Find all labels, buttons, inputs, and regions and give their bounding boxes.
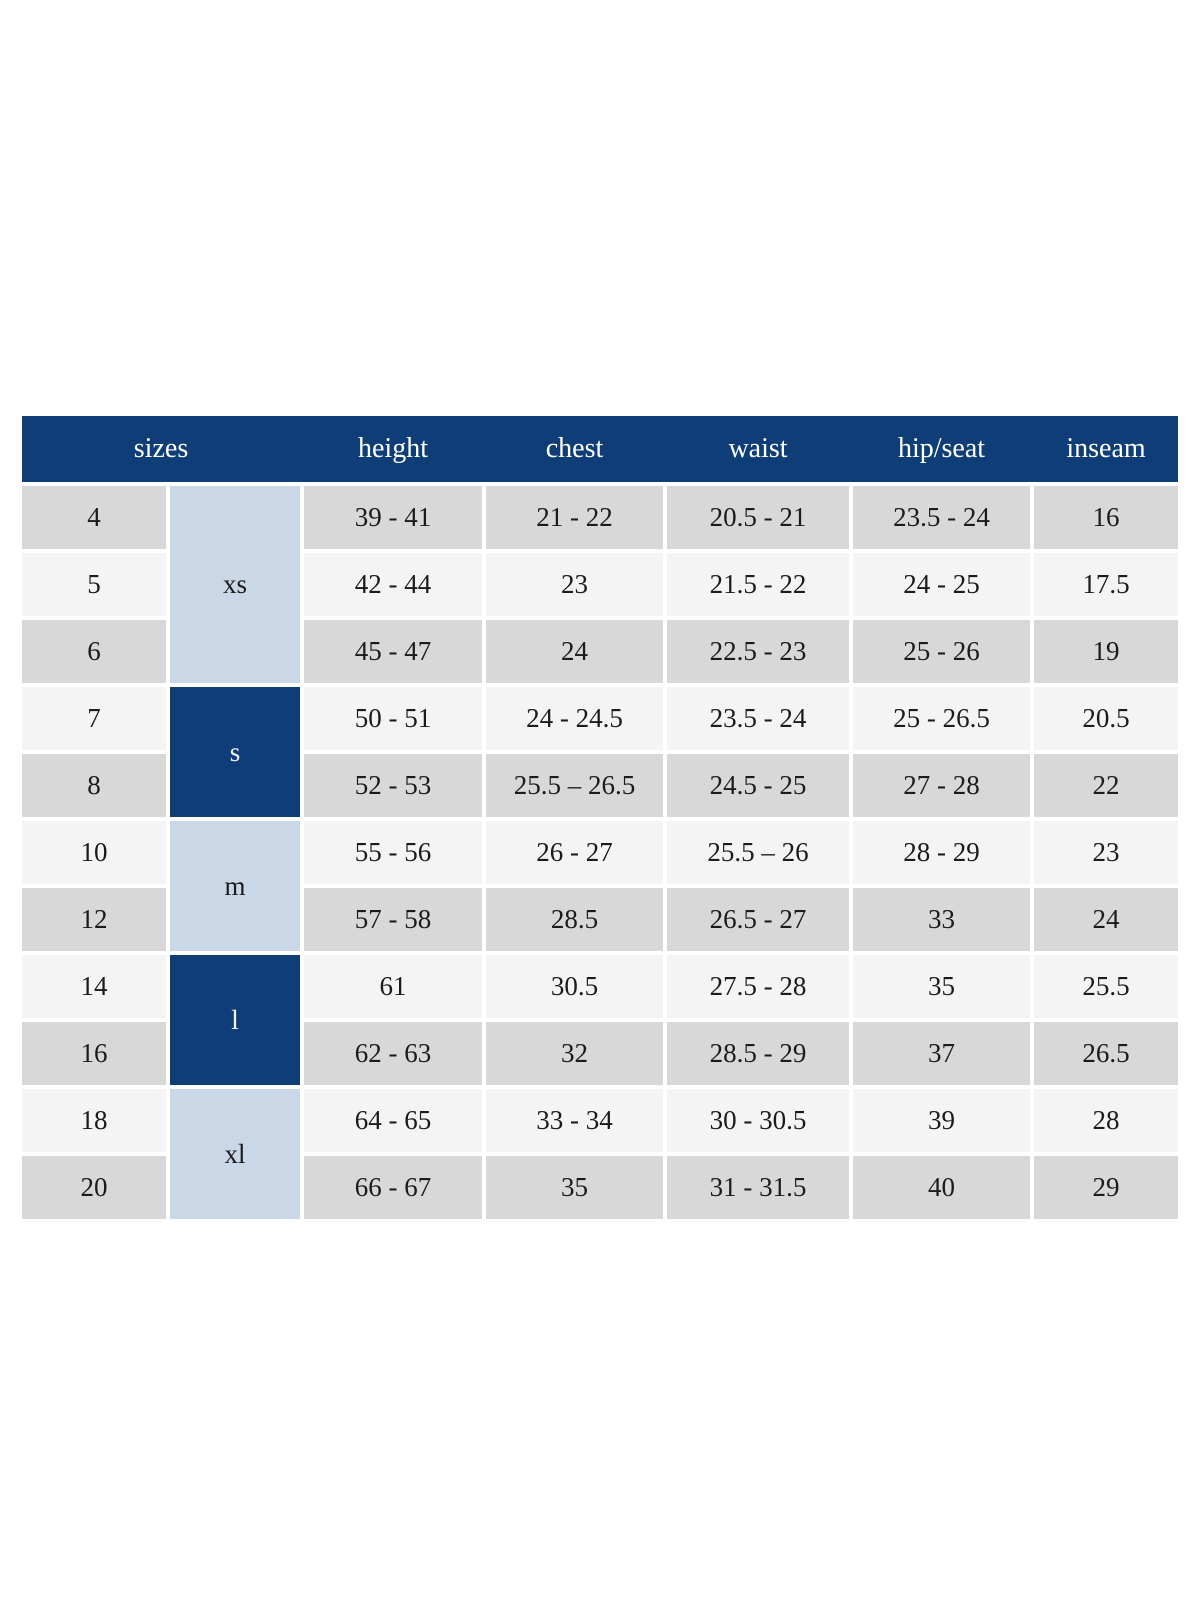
size-number-cell: 14 (22, 955, 166, 1018)
table-header-row: sizes height chest waist hip/seat inseam (22, 416, 1178, 482)
height-cell: 39 - 41 (304, 486, 482, 549)
size-number-cell: 16 (22, 1022, 166, 1085)
size-chart-table: sizes height chest waist hip/seat inseam… (22, 416, 1178, 1219)
inseam-cell: 28 (1034, 1089, 1178, 1152)
height-cell: 66 - 67 (304, 1156, 482, 1219)
size-number-cell: 4 (22, 486, 166, 549)
size-group-cell: s (170, 687, 300, 817)
waist-cell: 26.5 - 27 (667, 888, 849, 951)
waist-cell: 25.5 – 26 (667, 821, 849, 884)
size-number-cell: 12 (22, 888, 166, 951)
size-number-cell: 6 (22, 620, 166, 683)
waist-cell: 31 - 31.5 (667, 1156, 849, 1219)
waist-cell: 21.5 - 22 (667, 553, 849, 616)
inseam-cell: 25.5 (1034, 955, 1178, 1018)
height-cell: 52 - 53 (304, 754, 482, 817)
column-header-chest: chest (545, 433, 604, 464)
inseam-cell: 29 (1034, 1156, 1178, 1219)
column-header-inseam: inseam (1066, 433, 1146, 464)
inseam-cell: 22 (1034, 754, 1178, 817)
waist-cell: 23.5 - 24 (667, 687, 849, 750)
inseam-cell: 19 (1034, 620, 1178, 683)
hip-seat-cell: 27 - 28 (853, 754, 1030, 817)
hip-seat-cell: 33 (853, 888, 1030, 951)
hip-seat-cell: 25 - 26.5 (853, 687, 1030, 750)
height-cell: 62 - 63 (304, 1022, 482, 1085)
hip-seat-cell: 35 (853, 955, 1030, 1018)
height-cell: 57 - 58 (304, 888, 482, 951)
chest-cell: 24 - 24.5 (486, 687, 663, 750)
chest-cell: 32 (486, 1022, 663, 1085)
height-cell: 55 - 56 (304, 821, 482, 884)
waist-cell: 22.5 - 23 (667, 620, 849, 683)
waist-cell: 20.5 - 21 (667, 486, 849, 549)
chest-cell: 23 (486, 553, 663, 616)
size-number-cell: 8 (22, 754, 166, 817)
inseam-cell: 24 (1034, 888, 1178, 951)
chest-cell: 30.5 (486, 955, 663, 1018)
height-cell: 45 - 47 (304, 620, 482, 683)
waist-cell: 27.5 - 28 (667, 955, 849, 1018)
hip-seat-cell: 28 - 29 (853, 821, 1030, 884)
height-cell: 61 (304, 955, 482, 1018)
height-cell: 50 - 51 (304, 687, 482, 750)
waist-cell: 30 - 30.5 (667, 1089, 849, 1152)
inseam-cell: 16 (1034, 486, 1178, 549)
inseam-cell: 23 (1034, 821, 1178, 884)
inseam-cell: 20.5 (1034, 687, 1178, 750)
hip-seat-cell: 39 (853, 1089, 1030, 1152)
size-number-cell: 5 (22, 553, 166, 616)
size-group-cell: xl (170, 1089, 300, 1219)
hip-seat-cell: 37 (853, 1022, 1030, 1085)
column-header-sizes: sizes (133, 433, 189, 464)
chest-cell: 33 - 34 (486, 1089, 663, 1152)
hip-seat-cell: 25 - 26 (853, 620, 1030, 683)
column-header-height: height (358, 433, 428, 464)
hip-seat-cell: 24 - 25 (853, 553, 1030, 616)
size-group-cell: xs (170, 486, 300, 683)
hip-seat-cell: 40 (853, 1156, 1030, 1219)
height-cell: 64 - 65 (304, 1089, 482, 1152)
chest-cell: 28.5 (486, 888, 663, 951)
chest-cell: 21 - 22 (486, 486, 663, 549)
column-header-hip-seat: hip/seat (897, 433, 986, 464)
chest-cell: 25.5 – 26.5 (486, 754, 663, 817)
column-header-waist: waist (728, 433, 788, 464)
size-number-cell: 18 (22, 1089, 166, 1152)
size-number-cell: 20 (22, 1156, 166, 1219)
inseam-cell: 26.5 (1034, 1022, 1178, 1085)
waist-cell: 24.5 - 25 (667, 754, 849, 817)
inseam-cell: 17.5 (1034, 553, 1178, 616)
chest-cell: 35 (486, 1156, 663, 1219)
size-number-cell: 7 (22, 687, 166, 750)
size-number-cell: 10 (22, 821, 166, 884)
size-group-cell: m (170, 821, 300, 951)
hip-seat-cell: 23.5 - 24 (853, 486, 1030, 549)
waist-cell: 28.5 - 29 (667, 1022, 849, 1085)
chest-cell: 26 - 27 (486, 821, 663, 884)
height-cell: 42 - 44 (304, 553, 482, 616)
table-body: 4 39 - 41 21 - 22 20.5 - 21 23.5 - 24 16 5 42 -… (22, 486, 1178, 1219)
size-group-cell: l (170, 955, 300, 1085)
chest-cell: 24 (486, 620, 663, 683)
